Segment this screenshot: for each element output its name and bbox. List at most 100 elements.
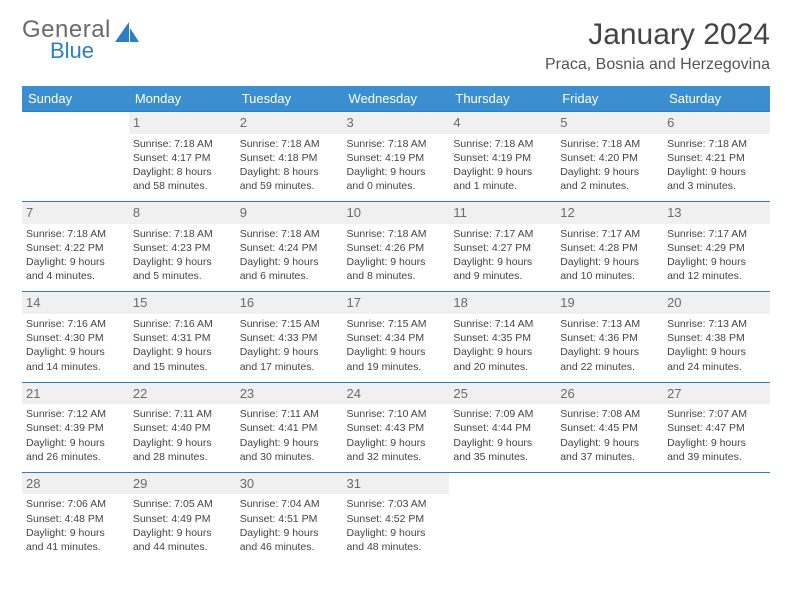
sunrise-line: Sunrise: 7:13 AM xyxy=(667,317,766,331)
day-cell: 31Sunrise: 7:03 AMSunset: 4:52 PMDayligh… xyxy=(343,473,450,562)
month-title: January 2024 xyxy=(545,18,770,52)
daylight-line: Daylight: 9 hours and 30 minutes. xyxy=(240,436,339,464)
day-cell xyxy=(449,473,556,562)
daylight-line: Daylight: 9 hours and 28 minutes. xyxy=(133,436,232,464)
title-block: January 2024 Praca, Bosnia and Herzegovi… xyxy=(545,18,770,74)
day-number: 12 xyxy=(556,202,663,224)
sunrise-line: Sunrise: 7:11 AM xyxy=(240,407,339,421)
sunset-line: Sunset: 4:21 PM xyxy=(667,151,766,165)
sunrise-line: Sunrise: 7:16 AM xyxy=(26,317,125,331)
daylight-line: Daylight: 9 hours and 46 minutes. xyxy=(240,526,339,554)
daylight-line: Daylight: 9 hours and 4 minutes. xyxy=(26,255,125,283)
day-cell: 14Sunrise: 7:16 AMSunset: 4:30 PMDayligh… xyxy=(22,292,129,382)
day-cell: 10Sunrise: 7:18 AMSunset: 4:26 PMDayligh… xyxy=(343,202,450,292)
day-number: 30 xyxy=(236,473,343,495)
day-number: 9 xyxy=(236,202,343,224)
sunrise-line: Sunrise: 7:18 AM xyxy=(667,137,766,151)
week-row: 14Sunrise: 7:16 AMSunset: 4:30 PMDayligh… xyxy=(22,292,770,382)
day-number: 27 xyxy=(663,383,770,405)
daylight-line: Daylight: 9 hours and 9 minutes. xyxy=(453,255,552,283)
day-cell: 16Sunrise: 7:15 AMSunset: 4:33 PMDayligh… xyxy=(236,292,343,382)
day-cell: 9Sunrise: 7:18 AMSunset: 4:24 PMDaylight… xyxy=(236,202,343,292)
week-row: 28Sunrise: 7:06 AMSunset: 4:48 PMDayligh… xyxy=(22,473,770,562)
day-number: 5 xyxy=(556,112,663,134)
sunrise-line: Sunrise: 7:18 AM xyxy=(240,137,339,151)
day-number: 23 xyxy=(236,383,343,405)
daylight-line: Daylight: 9 hours and 17 minutes. xyxy=(240,345,339,373)
day-number: 13 xyxy=(663,202,770,224)
sunrise-line: Sunrise: 7:08 AM xyxy=(560,407,659,421)
logo-sail-icon xyxy=(115,22,141,44)
sunset-line: Sunset: 4:24 PM xyxy=(240,241,339,255)
day-cell xyxy=(556,473,663,562)
day-header: Sunday xyxy=(22,86,129,112)
day-number: 28 xyxy=(22,473,129,495)
daylight-line: Daylight: 8 hours and 58 minutes. xyxy=(133,165,232,193)
sunset-line: Sunset: 4:43 PM xyxy=(347,421,446,435)
daylight-line: Daylight: 9 hours and 14 minutes. xyxy=(26,345,125,373)
day-header: Wednesday xyxy=(343,86,450,112)
day-cell: 29Sunrise: 7:05 AMSunset: 4:49 PMDayligh… xyxy=(129,473,236,562)
sunset-line: Sunset: 4:35 PM xyxy=(453,331,552,345)
daylight-line: Daylight: 9 hours and 32 minutes. xyxy=(347,436,446,464)
sunset-line: Sunset: 4:45 PM xyxy=(560,421,659,435)
day-cell: 28Sunrise: 7:06 AMSunset: 4:48 PMDayligh… xyxy=(22,473,129,562)
day-number: 1 xyxy=(129,112,236,134)
sunrise-line: Sunrise: 7:09 AM xyxy=(453,407,552,421)
sunrise-line: Sunrise: 7:17 AM xyxy=(667,227,766,241)
day-cell: 4Sunrise: 7:18 AMSunset: 4:19 PMDaylight… xyxy=(449,112,556,202)
daylight-line: Daylight: 9 hours and 48 minutes. xyxy=(347,526,446,554)
sunset-line: Sunset: 4:19 PM xyxy=(347,151,446,165)
daylight-line: Daylight: 9 hours and 10 minutes. xyxy=(560,255,659,283)
day-cell: 23 Sunrise: 7:11 AMSunset: 4:41 PMDayligh… xyxy=(236,383,343,473)
day-header: Friday xyxy=(556,86,663,112)
day-header: Monday xyxy=(129,86,236,112)
sunrise-line: Sunrise: 7:17 AM xyxy=(560,227,659,241)
sunrise-line: Sunrise: 7:16 AM xyxy=(133,317,232,331)
day-number: 29 xyxy=(129,473,236,495)
sunrise-line: Sunrise: 7:18 AM xyxy=(560,137,659,151)
daylight-line: Daylight: 9 hours and 2 minutes. xyxy=(560,165,659,193)
day-number: 20 xyxy=(663,292,770,314)
daylight-line: Daylight: 9 hours and 44 minutes. xyxy=(133,526,232,554)
sunrise-line: Sunrise: 7:18 AM xyxy=(26,227,125,241)
sunrise-line: Sunrise: 7:18 AM xyxy=(453,137,552,151)
day-number: 19 xyxy=(556,292,663,314)
daylight-line: Daylight: 9 hours and 6 minutes. xyxy=(240,255,339,283)
sunset-line: Sunset: 4:52 PM xyxy=(347,512,446,526)
day-number: 4 xyxy=(449,112,556,134)
sunset-line: Sunset: 4:36 PM xyxy=(560,331,659,345)
sunset-line: Sunset: 4:41 PM xyxy=(240,421,339,435)
day-number: 17 xyxy=(343,292,450,314)
day-header: Tuesday xyxy=(236,86,343,112)
sunset-line: Sunset: 4:18 PM xyxy=(240,151,339,165)
day-cell xyxy=(22,112,129,202)
day-cell: 19Sunrise: 7:13 AMSunset: 4:36 PMDayligh… xyxy=(556,292,663,382)
sunset-line: Sunset: 4:27 PM xyxy=(453,241,552,255)
sunrise-line: Sunrise: 7:18 AM xyxy=(347,137,446,151)
sunset-line: Sunset: 4:22 PM xyxy=(26,241,125,255)
day-number: 16 xyxy=(236,292,343,314)
sunset-line: Sunset: 4:28 PM xyxy=(560,241,659,255)
day-cell: 25Sunrise: 7:09 AMSunset: 4:44 PMDayligh… xyxy=(449,383,556,473)
daylight-line: Daylight: 9 hours and 3 minutes. xyxy=(667,165,766,193)
day-cell: 27Sunrise: 7:07 AMSunset: 4:47 PMDayligh… xyxy=(663,383,770,473)
day-number: 21 xyxy=(22,383,129,405)
calendar-head: SundayMondayTuesdayWednesdayThursdayFrid… xyxy=(22,86,770,112)
day-cell: 18Sunrise: 7:14 AMSunset: 4:35 PMDayligh… xyxy=(449,292,556,382)
daylight-line: Daylight: 9 hours and 26 minutes. xyxy=(26,436,125,464)
sunrise-line: Sunrise: 7:15 AM xyxy=(347,317,446,331)
day-cell: 5Sunrise: 7:18 AMSunset: 4:20 PMDaylight… xyxy=(556,112,663,202)
day-cell: 7Sunrise: 7:18 AMSunset: 4:22 PMDaylight… xyxy=(22,202,129,292)
day-cell: 24Sunrise: 7:10 AMSunset: 4:43 PMDayligh… xyxy=(343,383,450,473)
week-row: 21Sunrise: 7:12 AMSunset: 4:39 PMDayligh… xyxy=(22,383,770,473)
sunset-line: Sunset: 4:34 PM xyxy=(347,331,446,345)
day-cell: 22Sunrise: 7:11 AMSunset: 4:40 PMDayligh… xyxy=(129,383,236,473)
day-number: 6 xyxy=(663,112,770,134)
daylight-line: Daylight: 9 hours and 22 minutes. xyxy=(560,345,659,373)
daylight-line: Daylight: 9 hours and 5 minutes. xyxy=(133,255,232,283)
sunset-line: Sunset: 4:38 PM xyxy=(667,331,766,345)
day-number: 22 xyxy=(129,383,236,405)
day-header: Thursday xyxy=(449,86,556,112)
sunrise-line: Sunrise: 7:11 AM xyxy=(133,407,232,421)
